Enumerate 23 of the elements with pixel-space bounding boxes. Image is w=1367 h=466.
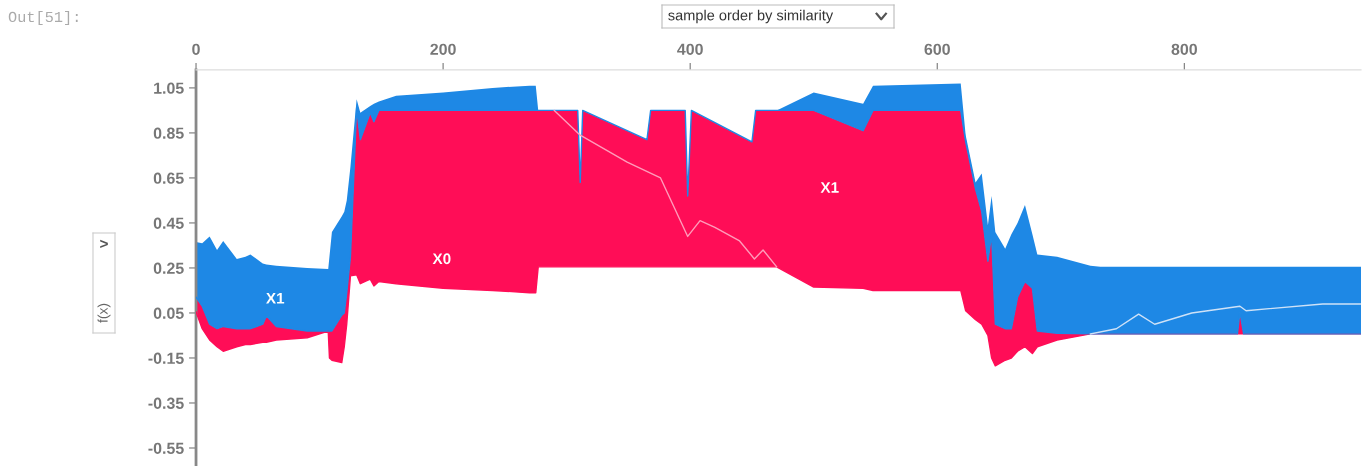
x-tick-label: 200 (430, 43, 456, 55)
y-tick-label: -0.35 (148, 397, 184, 409)
x-tick-label: 800 (1171, 43, 1197, 55)
text: > (100, 239, 108, 249)
y-tick-label: 0.45 (153, 217, 184, 229)
y-tick-label: 0.05 (153, 307, 184, 319)
annotation: X1 (820, 182, 839, 193)
y-axis-title: f(x) (97, 303, 111, 323)
text: Out[51]: (8, 10, 78, 26)
x-tick-label: 400 (677, 43, 703, 55)
y-tick-label: 0.25 (153, 262, 184, 274)
y-tick-label: -0.55 (148, 442, 184, 454)
annotation: X0 (432, 253, 451, 265)
x-tick-label: 600 (924, 43, 950, 55)
y-tick-label: 0.85 (153, 127, 184, 139)
y-tick-label: 1.05 (154, 82, 184, 94)
y-tick-label: 0.65 (153, 172, 184, 184)
x-tick-label: 0 (192, 43, 200, 55)
line-series (553, 109, 778, 268)
text: sample order by similarity (668, 9, 834, 24)
annotation: X1 (266, 293, 285, 304)
y-tick-label: -0.15 (148, 352, 184, 364)
line-series (1089, 303, 1361, 335)
